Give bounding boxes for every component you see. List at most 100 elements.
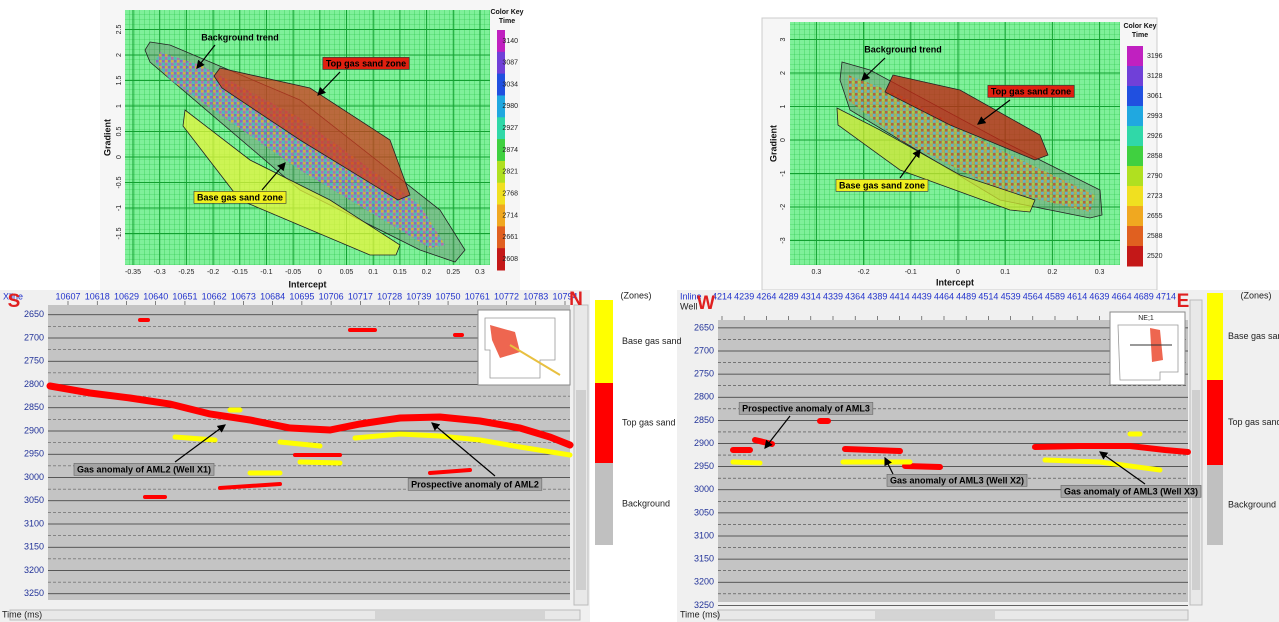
time-tick-label: 2850	[694, 415, 714, 425]
trace-label: 4239	[734, 291, 754, 301]
x-tick-label: -0.15	[232, 269, 248, 276]
time-tick-label: 3100	[694, 530, 714, 540]
trace-label: 10673	[231, 291, 256, 301]
zone-label: Background	[622, 498, 670, 508]
y-tick-label: 1.5	[116, 76, 123, 86]
time-tick-label: 3000	[24, 472, 44, 482]
color-key-label: 2927	[502, 125, 518, 132]
time-tick-label: 2650	[694, 322, 714, 332]
color-key-label: 3140	[502, 38, 518, 45]
time-tick-label: 2850	[24, 402, 44, 412]
zone-swatch	[595, 300, 613, 383]
trace-label: 4639	[1089, 291, 1109, 301]
direction-left: W	[697, 293, 715, 314]
color-key-subtitle: Time	[1132, 32, 1148, 39]
zone-swatch	[595, 383, 613, 463]
trace-label: 10750	[436, 291, 461, 301]
x-tick-label: 0	[956, 269, 960, 276]
annotation: Base gas sand zone	[197, 192, 283, 202]
annotation: Background trend	[201, 32, 279, 42]
trace-label: 4664	[1112, 291, 1132, 301]
time-tick-label: 2950	[24, 449, 44, 459]
y-tick-label: 2	[116, 53, 123, 57]
color-key-subtitle: Time	[499, 18, 515, 25]
x-axis-title: Intercept	[936, 277, 974, 287]
color-key-label: 3196	[1147, 53, 1163, 60]
x-tick-label: 0.05	[340, 269, 354, 276]
trace-label: 4714	[1156, 291, 1176, 301]
time-axis-label: Time (ms)	[680, 609, 720, 619]
scroll-thumb[interactable]	[375, 611, 545, 619]
time-tick-label: 3150	[24, 542, 44, 552]
scroll-thumb[interactable]	[576, 390, 586, 590]
x-tick-label: 0.1	[1000, 269, 1010, 276]
minimap-frame	[1110, 312, 1185, 385]
color-key-swatch	[1127, 166, 1143, 187]
y-tick-label: 0	[780, 138, 787, 142]
trace-label: 4564	[1023, 291, 1043, 301]
time-axis-label: Time (ms)	[2, 609, 42, 619]
x-tick-label: 0.15	[393, 269, 407, 276]
time-tick-label: 2900	[24, 425, 44, 435]
trace-label: 4489	[956, 291, 976, 301]
annotation: Background trend	[864, 44, 942, 54]
trace-label: 10629	[114, 291, 139, 301]
color-key-swatch	[1127, 146, 1143, 167]
trace-label: 4414	[890, 291, 910, 301]
color-key-swatch	[1127, 46, 1143, 67]
scroll-thumb[interactable]	[875, 611, 995, 619]
y-axis-title: Gradient	[102, 119, 112, 156]
color-key-swatch	[1127, 206, 1143, 227]
color-key-label: 3061	[1147, 93, 1163, 100]
y-tick-label: -1.5	[116, 227, 123, 239]
y-tick-label: -0.5	[116, 176, 123, 188]
trace-label: 10728	[377, 291, 402, 301]
y-tick-label: 1	[780, 104, 787, 108]
x-tick-label: 0.1	[368, 269, 378, 276]
time-tick-label: 2700	[24, 332, 44, 342]
color-key-swatch	[1127, 246, 1143, 267]
direction-left: S	[8, 291, 21, 312]
x-tick-label: -0.35	[125, 269, 141, 276]
trace-label: 4589	[1045, 291, 1065, 301]
zones-title: (Zones)	[620, 290, 651, 300]
trace-label: 10651	[172, 291, 197, 301]
y-axis-title: Gradient	[768, 125, 778, 162]
trace-label: 10684	[260, 291, 285, 301]
zone-swatch	[1207, 465, 1223, 545]
trace-label: 10662	[202, 291, 227, 301]
time-tick-label: 3050	[24, 495, 44, 505]
annotation: Top gas sand zone	[326, 58, 406, 68]
zone-swatch	[1207, 380, 1223, 465]
time-tick-label: 2650	[24, 309, 44, 319]
trace-label: 10618	[85, 291, 110, 301]
time-tick-label: 3200	[24, 565, 44, 575]
x-tick-label: 0.25	[446, 269, 460, 276]
trace-label: 4539	[1001, 291, 1021, 301]
map-label: NE;1	[1138, 315, 1154, 322]
color-key-label: 2520	[1147, 253, 1163, 260]
color-key-label: 2858	[1147, 153, 1163, 160]
trace-label: 4214	[712, 291, 732, 301]
time-tick-label: 2900	[694, 438, 714, 448]
x-tick-label: -0.05	[285, 269, 301, 276]
figure: -0.35-0.3-0.25-0.2-0.15-0.1-0.0500.050.1…	[0, 0, 1279, 622]
color-key-label: 2655	[1147, 213, 1163, 220]
x-tick-label: -0.3	[154, 269, 166, 276]
trace-label: 4314	[801, 291, 821, 301]
color-key-label: 2768	[502, 190, 518, 197]
trace-label: 4289	[779, 291, 799, 301]
trace-label: 10761	[465, 291, 490, 301]
x-tick-label: 0.3	[812, 269, 822, 276]
zone-label: Top gas sand	[622, 417, 676, 427]
color-key-label: 2588	[1147, 233, 1163, 240]
time-tick-label: 3200	[694, 577, 714, 587]
annotation: Gas anomaly of AML3 (Well X3)	[1064, 486, 1198, 496]
annotation: Gas anomaly of AML3 (Well X2)	[890, 475, 1024, 485]
trace-label: 10783	[523, 291, 548, 301]
time-tick-label: 2700	[694, 345, 714, 355]
x-axis-title: Intercept	[288, 279, 326, 289]
time-tick-label: 3150	[694, 554, 714, 564]
y-tick-label: 2.5	[116, 25, 123, 35]
color-key-swatch	[1127, 126, 1143, 147]
